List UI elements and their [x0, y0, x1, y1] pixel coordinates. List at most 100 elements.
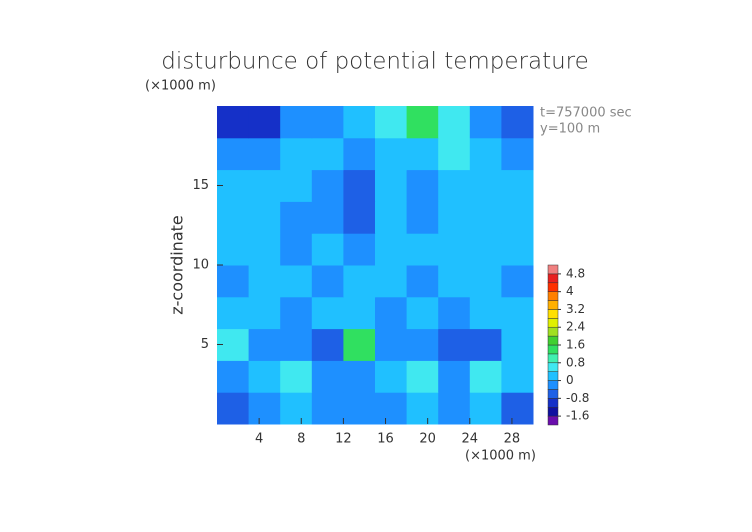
colorbar-tick-label: 3.2 — [566, 302, 585, 316]
heatmap-cell — [501, 201, 534, 234]
x-tick-label: 20 — [419, 432, 436, 447]
heatmap-cell — [501, 265, 534, 298]
heatmap-cell — [248, 233, 281, 266]
heatmap-cell — [248, 106, 281, 139]
colorbar-tick-label: 0.8 — [566, 355, 585, 369]
colorbar-tick-label: 4 — [566, 284, 574, 298]
heatmap-cell — [406, 328, 439, 361]
heatmap-cell — [311, 233, 344, 266]
heatmap-cell — [280, 137, 313, 171]
colorbar-box — [547, 344, 559, 355]
heatmap-cell — [311, 137, 344, 171]
colorbar-tick-label: 1.6 — [566, 338, 585, 352]
colorbar-box — [547, 406, 559, 417]
colorbar-box — [547, 335, 559, 346]
heatmap-cell — [469, 392, 502, 425]
heatmap-cell — [343, 106, 376, 139]
heatmap-cell — [469, 296, 502, 330]
colorbar-box — [547, 318, 559, 328]
heatmap-cell — [280, 328, 313, 361]
heatmap-cell — [248, 137, 281, 171]
x-tick-label: 28 — [504, 432, 521, 447]
colorbar-tick-label: -0.8 — [566, 391, 589, 405]
heatmap-cell — [343, 137, 376, 171]
heatmap-cell — [375, 328, 408, 361]
heatmap-cell — [375, 233, 408, 266]
heatmap-cell — [311, 360, 344, 393]
heatmap-cell — [217, 233, 250, 266]
heatmap-cell — [375, 137, 408, 171]
heatmap-cell — [217, 360, 250, 393]
heatmap-cell — [248, 201, 281, 234]
heatmap-cell — [280, 106, 313, 139]
heatmap-cell — [501, 328, 534, 361]
heatmap-cell — [406, 169, 439, 202]
heatmap-cell — [280, 201, 313, 234]
heatmap-cell — [438, 106, 471, 139]
heatmap-cell — [406, 265, 439, 298]
heatmap-cell — [217, 137, 250, 171]
heatmap-cell — [438, 137, 471, 171]
heatmap-cell — [406, 296, 439, 330]
heatmap-cell — [217, 296, 250, 330]
colorbar-tick-label: 0 — [566, 373, 574, 387]
heatmap-cell — [438, 360, 471, 393]
x-tick-label: 8 — [297, 432, 305, 447]
heatmap-cell — [375, 392, 408, 425]
heatmap-cell — [406, 392, 439, 425]
colorbar-box — [547, 389, 559, 399]
heatmap-cell — [343, 265, 376, 298]
heatmap-cell — [406, 360, 439, 393]
colorbar-box — [547, 291, 559, 301]
heatmap-cell — [343, 360, 376, 393]
y-tick-label: 10 — [192, 258, 209, 273]
heatmap-cell — [469, 233, 502, 266]
heatmap-cell — [501, 169, 534, 202]
heatmap-cell — [406, 233, 439, 266]
heatmap-cell — [501, 106, 534, 139]
heatmap-cell — [375, 169, 408, 202]
heatmap-cell — [343, 201, 376, 234]
heatmap-cell — [280, 265, 313, 298]
heatmap-cell — [406, 201, 439, 234]
heatmap-cell — [280, 296, 313, 330]
heatmap-cell — [343, 169, 376, 202]
heatmap-cell — [375, 296, 408, 330]
heatmap-cell — [375, 265, 408, 298]
heatmap-cell — [311, 265, 344, 298]
heatmap-cell — [438, 233, 471, 266]
y-tick-label: 5 — [201, 337, 209, 352]
colorbar-box — [547, 326, 559, 337]
y-axis-label: z-coordinate — [168, 215, 187, 315]
heatmap-cell — [343, 392, 376, 425]
x-tick-label: 24 — [462, 432, 479, 447]
heatmap-cell — [217, 106, 250, 139]
heatmap-cell — [469, 106, 502, 139]
colorbar-box — [547, 380, 559, 390]
heatmap-cell — [438, 265, 471, 298]
heatmap-cell — [311, 392, 344, 425]
heatmap-cell — [501, 137, 534, 171]
heatmap-cell — [217, 201, 250, 234]
heatmap-cell — [343, 233, 376, 266]
heatmap-cell — [248, 265, 281, 298]
x-tick-label: 4 — [255, 432, 263, 447]
annotation: t=757000 sec — [540, 106, 632, 121]
heatmap-cell — [375, 106, 408, 139]
heatmap-cell — [311, 169, 344, 202]
heatmap-cell — [469, 328, 502, 361]
heatmap-cell — [248, 169, 281, 202]
heatmap-cell — [311, 296, 344, 330]
heatmap-cell — [438, 296, 471, 330]
heatmap-cell — [248, 296, 281, 330]
heatmap-cell — [217, 392, 250, 425]
heatmap-cell — [501, 233, 534, 266]
heatmap-cell — [501, 360, 534, 393]
heatmap-cell — [501, 392, 534, 425]
heatmap-cell — [406, 106, 439, 139]
heatmap-cell — [438, 201, 471, 234]
colorbar-box — [547, 264, 559, 275]
colorbar-box — [547, 309, 559, 319]
heatmap-cell — [248, 328, 281, 361]
